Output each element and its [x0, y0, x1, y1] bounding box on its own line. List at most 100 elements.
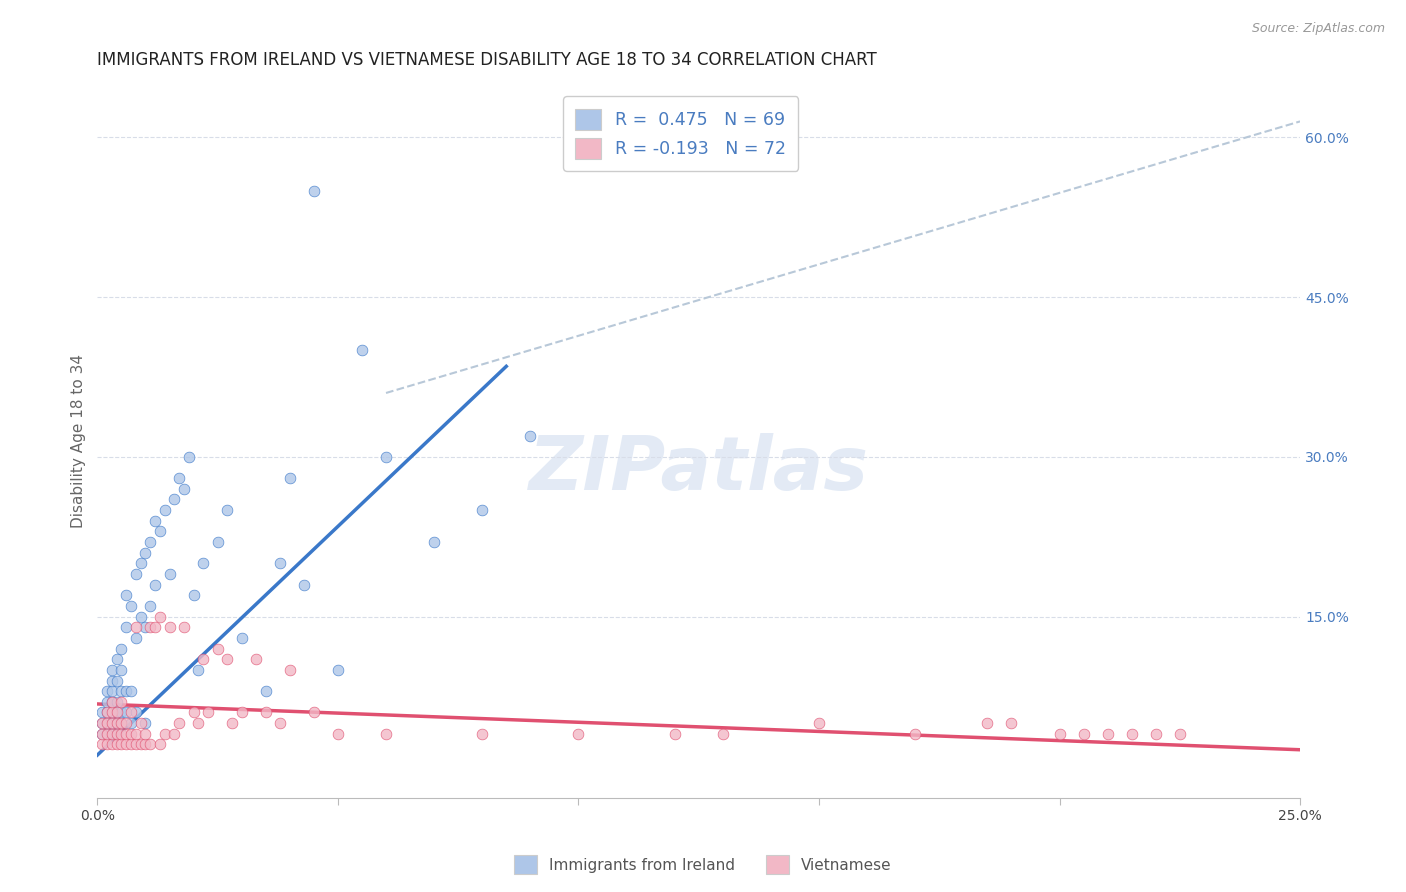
Point [278, 663, 301, 677]
Point [1121, 727, 1143, 741]
Point [163, 492, 186, 507]
Point [326, 727, 349, 741]
Point [221, 716, 243, 731]
Point [115, 716, 138, 731]
Point [326, 663, 349, 677]
Point [110, 727, 132, 741]
Point [110, 716, 132, 731]
Point [254, 706, 277, 720]
Point [96, 695, 118, 709]
Point [134, 716, 156, 731]
Text: IMMIGRANTS FROM IRELAND VS VIETNAMESE DISABILITY AGE 18 TO 34 CORRELATION CHART: IMMIGRANTS FROM IRELAND VS VIETNAMESE DI… [97, 51, 877, 69]
Point [269, 716, 291, 731]
Point [96, 716, 118, 731]
Point [96, 706, 118, 720]
Point [105, 673, 128, 688]
Point [173, 482, 195, 496]
Legend: R =  0.475   N = 69, R = -0.193   N = 72: R = 0.475 N = 69, R = -0.193 N = 72 [562, 96, 799, 171]
Point [350, 343, 373, 358]
Point [302, 184, 325, 198]
Point [217, 503, 239, 517]
Point [105, 706, 128, 720]
Point [101, 706, 124, 720]
Point [217, 652, 239, 666]
Point [278, 471, 301, 485]
Point [139, 738, 162, 752]
Point [134, 620, 156, 634]
Point [105, 738, 128, 752]
Point [115, 620, 138, 634]
Point [101, 727, 124, 741]
Point [125, 620, 148, 634]
Point [101, 663, 124, 677]
Point [125, 567, 148, 582]
Point [91, 738, 114, 752]
Point [115, 706, 138, 720]
Point [519, 428, 541, 442]
Point [110, 716, 132, 731]
Point [101, 695, 124, 709]
Point [120, 706, 142, 720]
Point [129, 609, 152, 624]
Point [96, 727, 118, 741]
Point [125, 738, 148, 752]
Point [101, 727, 124, 741]
Point [105, 727, 128, 741]
Point [110, 695, 132, 709]
Point [245, 652, 267, 666]
Point [143, 577, 166, 591]
Point [134, 738, 156, 752]
Point [269, 557, 291, 571]
Point [91, 727, 114, 741]
Point [115, 738, 138, 752]
Point [197, 706, 219, 720]
Point [1073, 727, 1095, 741]
Point [129, 738, 152, 752]
Point [167, 716, 190, 731]
Point [149, 738, 172, 752]
Point [129, 557, 152, 571]
Point [1097, 727, 1119, 741]
Point [1168, 727, 1191, 741]
Point [904, 727, 927, 741]
Point [375, 450, 398, 464]
Point [96, 727, 118, 741]
Point [125, 631, 148, 645]
Point [101, 706, 124, 720]
Point [115, 684, 138, 698]
Point [105, 716, 128, 731]
Point [193, 557, 215, 571]
Point [120, 716, 142, 731]
Point [105, 652, 128, 666]
Point [101, 695, 124, 709]
Point [159, 567, 181, 582]
Point [807, 716, 830, 731]
Point [105, 706, 128, 720]
Point [159, 620, 181, 634]
Point [120, 738, 142, 752]
Point [96, 706, 118, 720]
Point [120, 727, 142, 741]
Point [110, 663, 132, 677]
Point [110, 684, 132, 698]
Point [153, 503, 176, 517]
Point [125, 727, 148, 741]
Point [231, 706, 253, 720]
Point [96, 738, 118, 752]
Point [207, 535, 229, 549]
Point [471, 727, 494, 741]
Point [423, 535, 446, 549]
Point [125, 706, 148, 720]
Point [292, 577, 315, 591]
Point [91, 716, 114, 731]
Point [149, 609, 172, 624]
Point [120, 684, 142, 698]
Text: Source: ZipAtlas.com: Source: ZipAtlas.com [1251, 22, 1385, 36]
Point [134, 546, 156, 560]
Point [1000, 716, 1022, 731]
Point [207, 641, 229, 656]
Point [1049, 727, 1071, 741]
Point [91, 706, 114, 720]
Point [143, 514, 166, 528]
Point [101, 716, 124, 731]
